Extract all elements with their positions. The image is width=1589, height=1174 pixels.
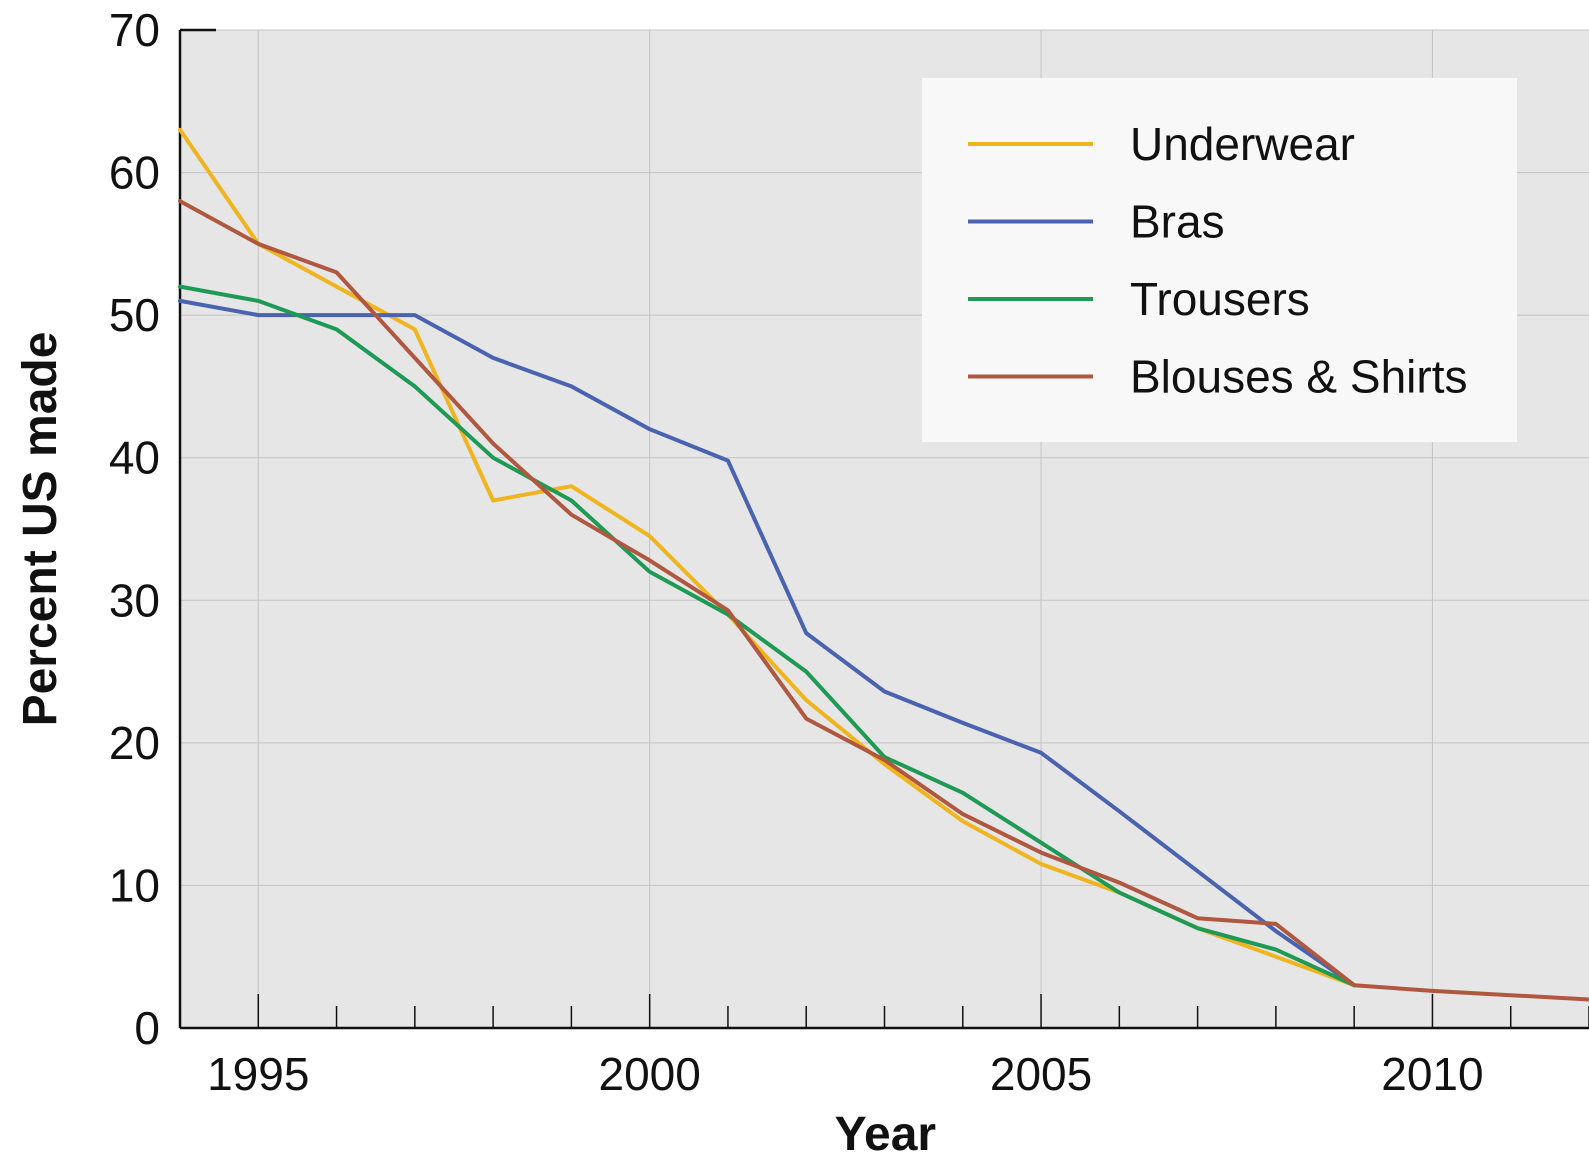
y-tick-label: 70 xyxy=(109,4,160,56)
y-tick-label: 10 xyxy=(109,859,160,911)
legend: Underwear Bras Trousers Blouses & Shirts xyxy=(922,78,1517,442)
grid-lines xyxy=(180,29,1589,1028)
x-tick-label: 2000 xyxy=(598,1048,700,1100)
series-line-trousers xyxy=(178,284,1357,988)
legend-label-blouses-shirts: Blouses & Shirts xyxy=(1130,351,1467,403)
y-tick-label: 0 xyxy=(134,1002,160,1054)
axes: 0 10 20 30 40 50 60 70 1995 2000 2005 2010 xyxy=(109,4,1589,1100)
legend-box xyxy=(922,78,1517,442)
series-layer xyxy=(178,127,1589,1002)
legend-label-underwear: Underwear xyxy=(1130,118,1355,170)
legend-label-bras: Bras xyxy=(1130,196,1225,248)
x-axis-title: Year xyxy=(835,1108,936,1161)
y-tick-label: 20 xyxy=(109,717,160,769)
x-tick-label: 2010 xyxy=(1381,1048,1483,1100)
y-tick-label: 40 xyxy=(109,432,160,484)
x-tick-label: 1995 xyxy=(207,1048,309,1100)
y-tick-label: 60 xyxy=(109,147,160,199)
x-tick-label: 2005 xyxy=(990,1048,1092,1100)
y-tick-label: 50 xyxy=(109,289,160,341)
legend-label-trousers: Trousers xyxy=(1130,273,1310,325)
series-line-blouses-shirts xyxy=(178,199,1589,1002)
y-axis-title: Percent US made xyxy=(14,332,67,727)
y-tick-label: 30 xyxy=(109,574,160,626)
